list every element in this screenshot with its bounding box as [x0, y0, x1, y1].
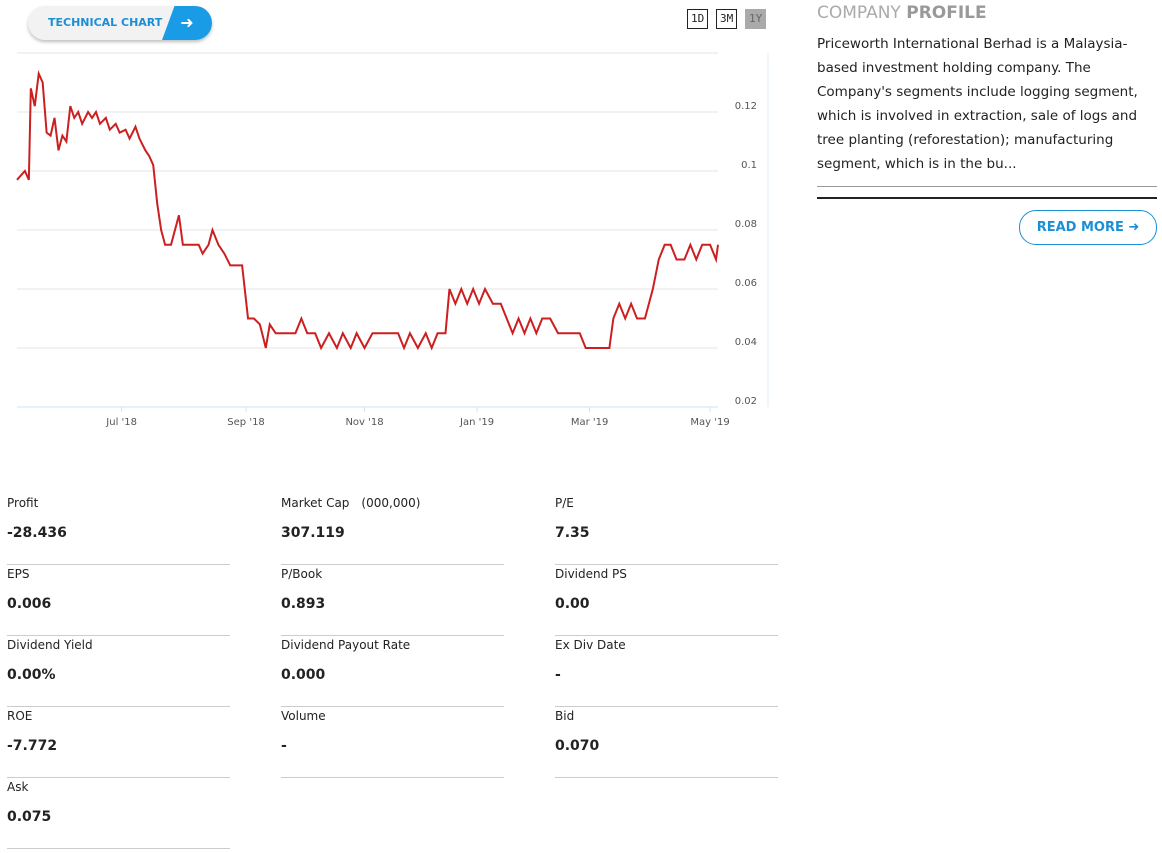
stat-value: 0.000	[281, 667, 326, 683]
stat-item: Ask 0.075	[7, 778, 230, 849]
stat-value: 0.075	[7, 809, 52, 825]
stat-item: ROE -7.772	[7, 707, 230, 778]
button-label: TECHNICAL CHART	[48, 16, 163, 29]
stat-value: -7.772	[7, 738, 58, 754]
stat-label: Profit	[7, 496, 38, 510]
stat-value: 0.00%	[7, 667, 56, 683]
stat-value: 0.070	[555, 738, 600, 754]
chart: 0.02 0.04 0.06 0.08 0.1 0.12 Jul '18 Sep '18 Nov…	[16, 52, 769, 428]
stat-value: 307.119	[281, 525, 345, 541]
stat-value: 0.893	[281, 596, 326, 612]
y-tick-label: 0.12	[735, 101, 757, 112]
range-button[interactable]: 3M	[716, 9, 738, 29]
stat-item: Profit -28.436	[7, 494, 230, 565]
range-button[interactable]: 1D	[687, 9, 709, 29]
stat-item: Dividend Payout Rate 0.000	[281, 636, 504, 707]
divider	[817, 197, 1157, 199]
label-text: ROE	[7, 709, 33, 723]
label-text: P/E	[555, 496, 574, 510]
stat-value: 0.006	[7, 596, 52, 612]
label-text: Dividend PS	[555, 567, 627, 581]
price-line	[16, 69, 719, 351]
stat-label: Market Cap (000,000)	[281, 496, 420, 510]
stat-item: P/E 7.35	[555, 494, 778, 565]
label-text: Ask	[7, 780, 29, 794]
x-tick-label: Nov '18	[345, 417, 383, 428]
y-tick-label: 0.06	[735, 278, 757, 289]
label-text: Bid	[555, 709, 575, 723]
stat-label: P/Book	[281, 567, 322, 581]
stat-label: Bid	[555, 709, 574, 723]
stat-item: P/Book 0.893	[281, 565, 504, 636]
y-tick-label: 0.08	[735, 219, 757, 230]
stat-value: 7.35	[555, 525, 590, 541]
label-text: Market Cap	[281, 496, 350, 510]
stat-value: -	[555, 667, 561, 683]
button-label: READ MORE	[1036, 220, 1124, 235]
stat-label: Ex Div Date	[555, 638, 626, 652]
label-text: Volume	[281, 709, 326, 723]
stat-value: -28.436	[7, 525, 67, 541]
technical-chart-button[interactable]: TECHNICAL CHART ➜	[28, 6, 212, 40]
stat-item: Market Cap (000,000) 307.119	[281, 494, 504, 565]
label-text: Dividend Yield	[7, 638, 93, 652]
x-tick-label: Sep '18	[227, 417, 265, 428]
label-text: Dividend Payout Rate	[281, 638, 411, 652]
label-text: Ex Div Date	[555, 638, 626, 652]
title-part: COMPANY	[817, 3, 901, 23]
stat-label: P/E	[555, 496, 574, 510]
profile-title: COMPANY PROFILE	[817, 3, 987, 23]
stat-item: Dividend Yield 0.00%	[7, 636, 230, 707]
stat-label: Dividend Yield	[7, 638, 93, 652]
stat-label: Dividend Payout Rate	[281, 638, 410, 652]
label-text: EPS	[7, 567, 30, 581]
y-tick-label: 0.02	[735, 396, 757, 407]
stat-label: Volume	[281, 709, 326, 723]
label-text: P/Book	[281, 567, 323, 581]
range-button[interactable]: 1Y	[745, 9, 767, 29]
stat-label: Ask	[7, 780, 28, 794]
stat-item: EPS 0.006	[7, 565, 230, 636]
stat-item: Ex Div Date -	[555, 636, 778, 707]
unit-text: (000,000)	[361, 496, 421, 510]
stat-value: 0.00	[555, 596, 590, 612]
x-tick-label: Mar '19	[571, 417, 609, 428]
label-text: Profit	[7, 496, 39, 510]
y-tick-label: 0.04	[735, 337, 757, 348]
stat-item: Bid 0.070	[555, 707, 778, 778]
stat-label: EPS	[7, 567, 29, 581]
divider	[817, 186, 1157, 187]
x-tick-label: Jul '18	[105, 417, 137, 428]
stat-item: Volume -	[281, 707, 504, 778]
profile-text: Priceworth International Berhad is a Mal…	[817, 36, 1138, 172]
x-tick-label: May '19	[690, 417, 729, 428]
stat-item: Dividend PS 0.00	[555, 565, 778, 636]
read-more-button[interactable]: READ MORE ➜	[1019, 210, 1157, 245]
stat-value: -	[281, 738, 287, 754]
x-tick-label: Jan '19	[459, 417, 494, 428]
y-tick-label: 0.1	[741, 160, 757, 171]
stat-label: ROE	[7, 709, 32, 723]
stat-label: Dividend PS	[555, 567, 627, 581]
title-part: PROFILE	[906, 3, 987, 23]
